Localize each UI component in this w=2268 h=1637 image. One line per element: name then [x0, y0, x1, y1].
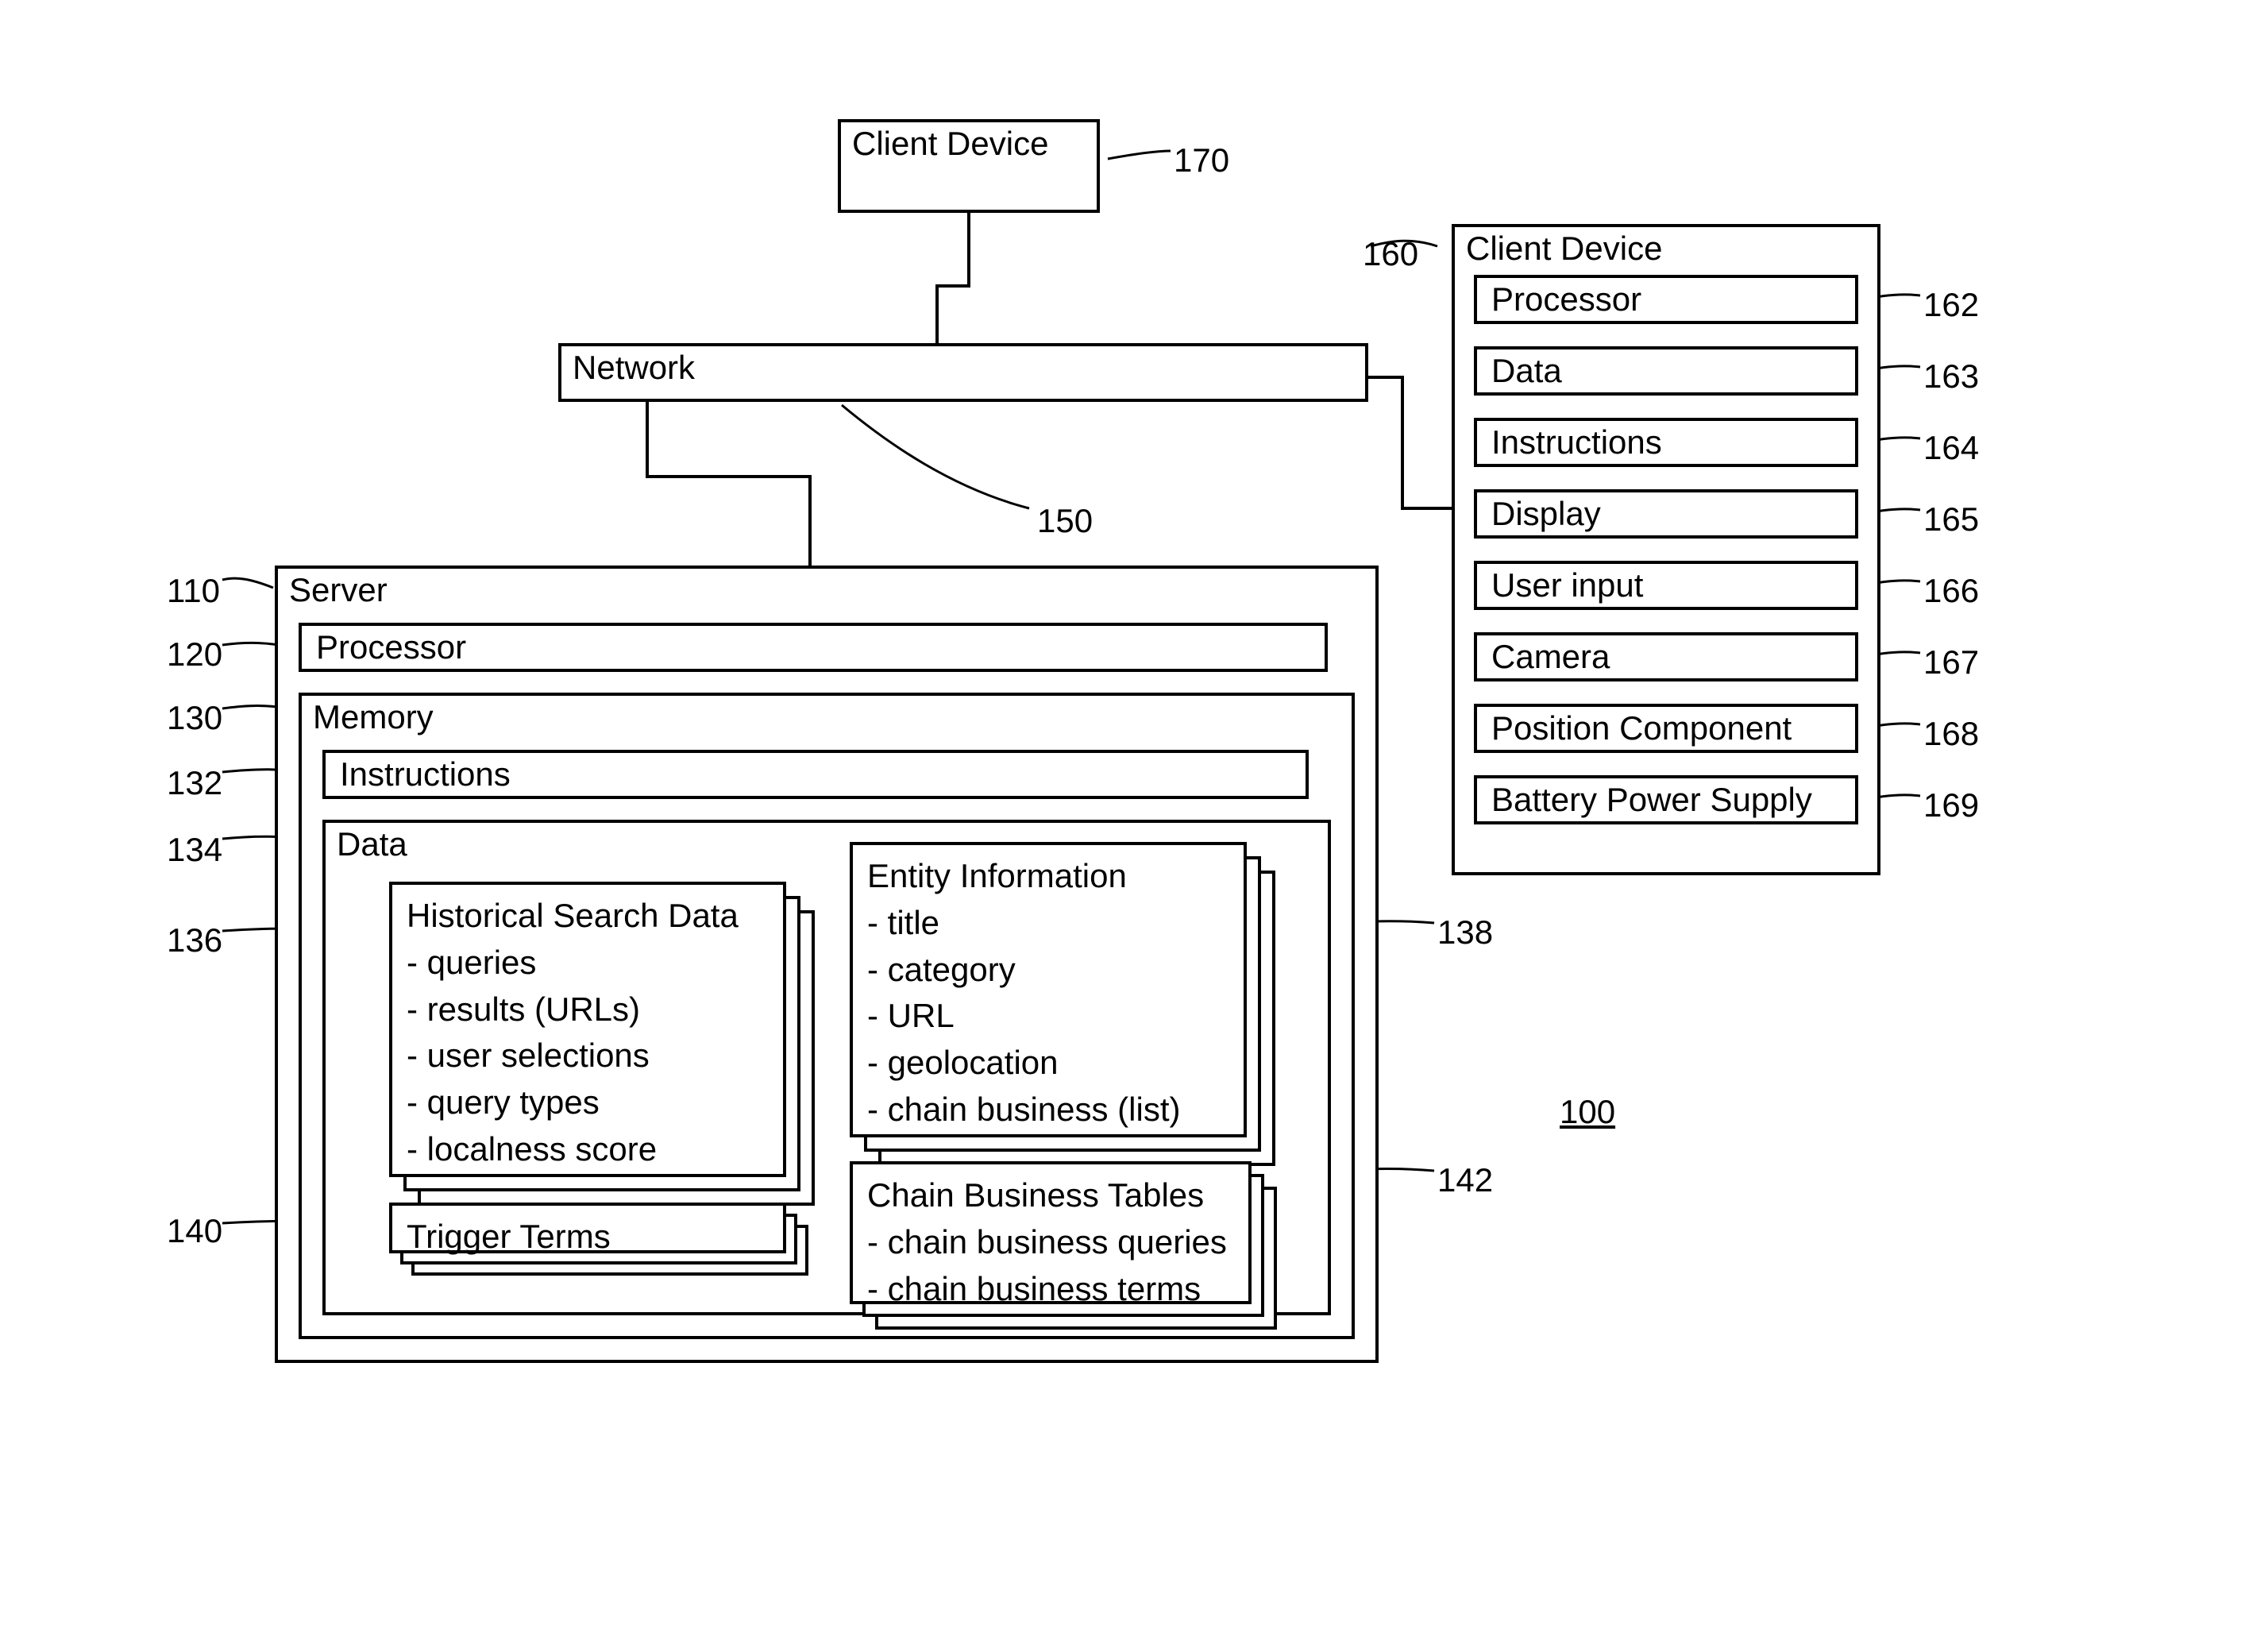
client-device-right-label: Client Device	[1455, 227, 1877, 270]
stack-title: Entity Information	[867, 853, 1229, 900]
client-device-row: User input	[1474, 561, 1858, 610]
server-processor-box: Processor	[299, 623, 1328, 672]
diagram-canvas: Client Device Network Server Processor M…	[0, 0, 2268, 1637]
client-device-row-label: Camera	[1477, 635, 1855, 678]
client-device-row-label: Processor	[1477, 278, 1855, 321]
server-instructions-box: Instructions	[322, 750, 1309, 799]
ref-number: 162	[1923, 286, 1979, 324]
ref-number: 140	[167, 1212, 222, 1250]
ref-number: 163	[1923, 357, 1979, 396]
client-device-top-label: Client Device	[841, 122, 1097, 165]
ref-number: 130	[167, 699, 222, 737]
stack-item: - URL	[867, 993, 1229, 1040]
stack-front: Chain Business Tables- chain business qu…	[850, 1161, 1252, 1304]
stack-front: Historical Search Data- queries- results…	[389, 882, 786, 1177]
stack-title: Historical Search Data	[407, 893, 769, 940]
ref-number: 167	[1923, 643, 1979, 681]
ref-number: 169	[1923, 786, 1979, 824]
stack-item: - chain business (list)	[867, 1087, 1229, 1133]
server-instructions-label: Instructions	[326, 753, 1306, 796]
ref-number: 136	[167, 921, 222, 959]
stack-front: Trigger Terms	[389, 1203, 786, 1253]
client-device-row: Instructions	[1474, 418, 1858, 467]
client-device-top-box: Client Device	[838, 119, 1100, 213]
stack-title: Chain Business Tables	[867, 1172, 1234, 1219]
ref-number: 100	[1560, 1093, 1615, 1131]
server-label: Server	[278, 569, 1375, 612]
client-device-row: Position Component	[1474, 704, 1858, 753]
ref-number: 168	[1923, 715, 1979, 753]
stack-front: Entity Information- title- category- URL…	[850, 842, 1247, 1137]
stack-item: - geolocation	[867, 1040, 1229, 1087]
ref-number: 160	[1363, 235, 1418, 273]
stack-item: - chain business terms	[867, 1266, 1234, 1313]
stack-item: - localness score	[407, 1126, 769, 1173]
stack-title: Trigger Terms	[407, 1214, 769, 1261]
network-box: Network	[558, 343, 1368, 402]
stack-item: - title	[867, 900, 1229, 947]
client-device-row: Data	[1474, 346, 1858, 396]
ref-number: 120	[167, 635, 222, 674]
ref-number: 166	[1923, 572, 1979, 610]
stack-item: - chain business queries	[867, 1219, 1234, 1266]
ref-number: 134	[167, 831, 222, 869]
ref-number: 110	[167, 572, 220, 610]
client-device-row: Processor	[1474, 275, 1858, 324]
ref-number: 138	[1437, 913, 1493, 952]
client-device-row-label: Battery Power Supply	[1477, 778, 1855, 821]
ref-number: 170	[1174, 141, 1229, 180]
server-processor-label: Processor	[302, 626, 1325, 669]
ref-number: 165	[1923, 500, 1979, 539]
client-device-row-label: Position Component	[1477, 707, 1855, 750]
server-memory-label: Memory	[302, 696, 1352, 739]
stack-item: - results (URLs)	[407, 986, 769, 1033]
client-device-row: Camera	[1474, 632, 1858, 681]
historical-stack: Historical Search Data- queries- results…	[389, 882, 815, 1206]
network-label: Network	[561, 346, 1365, 389]
client-device-row-label: Display	[1477, 492, 1855, 535]
client-device-row-label: User input	[1477, 564, 1855, 607]
ref-number: 150	[1037, 502, 1093, 540]
client-device-row: Battery Power Supply	[1474, 775, 1858, 824]
client-device-row-label: Instructions	[1477, 421, 1855, 464]
stack-item: - query types	[407, 1079, 769, 1126]
ref-number: 142	[1437, 1161, 1493, 1199]
chain-stack: Chain Business Tables- chain business qu…	[850, 1161, 1277, 1330]
trigger-stack: Trigger Terms	[389, 1203, 808, 1276]
stack-item: - queries	[407, 940, 769, 986]
client-device-row-label: Data	[1477, 349, 1855, 392]
ref-number: 132	[167, 764, 222, 802]
ref-number: 164	[1923, 429, 1979, 467]
stack-item: - category	[867, 947, 1229, 994]
client-device-row: Display	[1474, 489, 1858, 539]
stack-item: - user selections	[407, 1033, 769, 1079]
entity-stack: Entity Information- title- category- URL…	[850, 842, 1275, 1166]
